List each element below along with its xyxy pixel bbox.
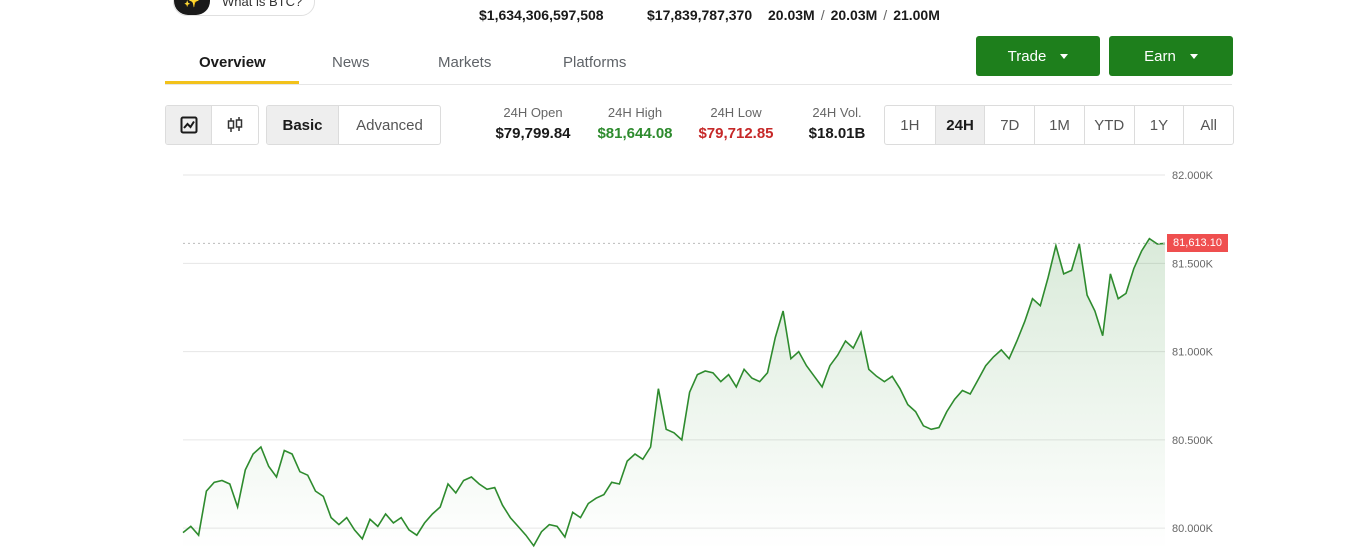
range-1h[interactable]: 1H [900,116,920,134]
stat-24h-high: 24H High $81,644.08 [597,105,673,142]
price-area [183,238,1165,550]
circulating-supply: 20.03M [768,7,815,23]
range-1m[interactable]: 1M [1034,106,1084,144]
stat-24h-volume: 24H Vol. $18.01B [808,105,866,142]
y-tick-label: 80.000K [1172,523,1214,535]
range-24h[interactable]: 24H [934,106,985,144]
sparkle-icon: ✨ [174,0,210,15]
stat-24h-open: 24H Open $79,799.84 [495,105,571,142]
range-all[interactable]: All [1183,106,1233,144]
price-chart[interactable]: 82.000K 81.500K 81.000K 80.500K 80.000K [0,155,1370,550]
chart-type-toggle [165,105,259,145]
advanced-mode-button[interactable]: Advanced [338,106,440,144]
range-1y[interactable]: 1Y [1133,106,1184,144]
tab-platforms[interactable]: Platforms [563,54,627,71]
supply-values: 20.03M/20.03M/21.00M [768,7,940,23]
chevron-down-icon [1060,53,1069,59]
active-tab-indicator [165,81,299,84]
total-supply: 20.03M [830,7,878,23]
mode-toggle: Basic Advanced [266,105,441,145]
earn-button-label: Earn [1144,47,1176,65]
tab-markets[interactable]: Markets [438,54,492,71]
tab-news[interactable]: News [332,54,370,71]
trade-button[interactable]: Trade [976,36,1100,76]
time-range-selector: 1H 24H 7D 1M YTD 1Y All [884,105,1234,145]
range-ytd[interactable]: YTD [1083,106,1134,144]
y-tick-label: 81.000K [1172,347,1214,359]
earn-button[interactable]: Earn [1109,36,1233,76]
stat-24h-low: 24H Low $79,712.85 [698,105,774,142]
tab-overview[interactable]: Overview [199,54,266,71]
ai-summary-chip[interactable]: ✨ What is BTC? [173,0,316,16]
market-cap-value: $1,634,306,597,508 [479,7,604,23]
ai-summary-label: What is BTC? [222,0,303,9]
volume-value: $17,839,787,370 [647,7,753,23]
trade-button-label: Trade [1007,47,1047,65]
line-chart-button[interactable] [166,106,211,144]
range-7d[interactable]: 7D [984,106,1034,144]
max-supply: 21.00M [893,7,940,23]
line-chart-icon [180,116,197,134]
y-tick-label: 82.000K [1172,170,1214,182]
tabs-divider [165,84,1232,85]
current-price-tag: 81,613.10 [1167,234,1228,253]
y-tick-label: 80.500K [1172,435,1214,447]
chevron-down-icon [1189,53,1198,59]
basic-mode-button[interactable]: Basic [267,106,338,144]
y-tick-label: 81.500K [1172,258,1214,270]
price-line [182,237,1166,548]
candlestick-icon [227,117,243,132]
candlestick-button[interactable] [211,106,258,144]
